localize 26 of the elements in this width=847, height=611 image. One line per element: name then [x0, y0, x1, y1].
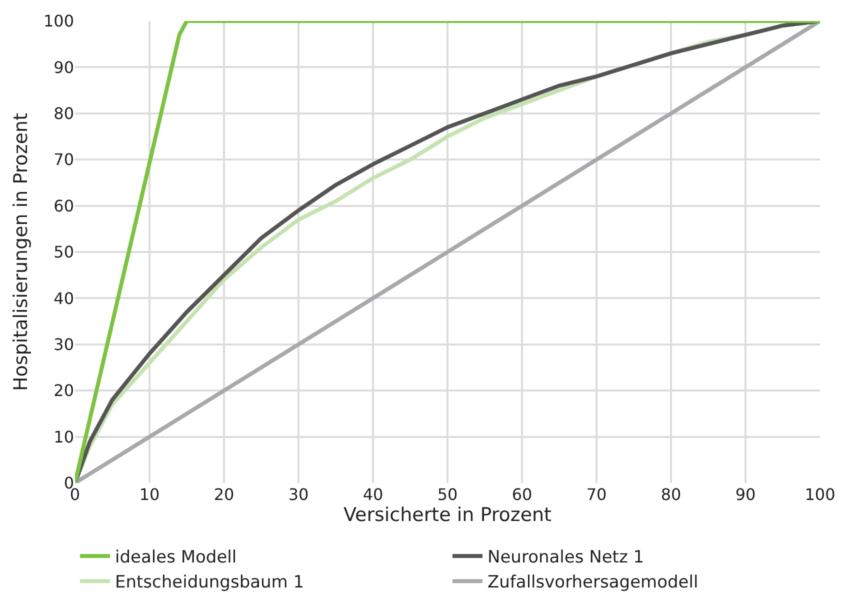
legend-label: Neuronales Netz 1 — [488, 548, 644, 568]
legend-label: Entscheidungsbaum 1 — [115, 572, 304, 593]
y-tick-label: 60 — [54, 196, 74, 216]
y-axis-title: Hospitalisierungen in Prozent — [10, 112, 32, 392]
y-tick-label: 80 — [54, 104, 74, 123]
y-tick-label: 30 — [54, 335, 74, 354]
x-axis-title: Versicherte in Prozent — [343, 504, 552, 526]
y-tick-label: 50 — [54, 242, 74, 262]
x-tick-label: 50 — [437, 485, 458, 504]
legend-label: ideales Modell — [115, 548, 237, 568]
x-tick-label: 90 — [735, 485, 756, 504]
x-tick-label: 70 — [586, 485, 607, 504]
y-tick-label: 10 — [54, 427, 74, 446]
x-tick-label: 10 — [139, 485, 160, 504]
y-tick-label: 70 — [54, 150, 74, 170]
x-tick-label: 20 — [214, 485, 234, 504]
y-tick-label: 40 — [54, 288, 74, 308]
x-tick-label: 100 — [804, 485, 836, 504]
x-tick-label: 30 — [288, 485, 309, 504]
legend-label: Zufallsvorhersagemodell — [488, 572, 698, 593]
y-tick-label: 100 — [43, 12, 74, 31]
x-tick-label: 40 — [362, 485, 384, 504]
x-tick-label: 60 — [512, 485, 532, 504]
y-tick-label: 90 — [54, 58, 74, 77]
y-tick-label: 20 — [54, 381, 74, 400]
x-tick-label: 80 — [660, 485, 682, 504]
